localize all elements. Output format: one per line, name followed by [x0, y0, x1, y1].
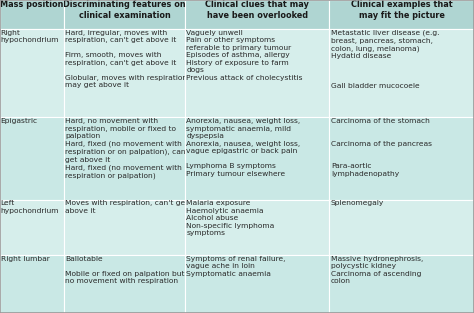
- Text: Ballotable

Mobile or fixed on palpation but
no movement with respiration: Ballotable Mobile or fixed on palpation …: [65, 255, 185, 284]
- Text: Moves with respiration, can't get
above it: Moves with respiration, can't get above …: [65, 201, 188, 214]
- Text: Left
hypochondrium: Left hypochondrium: [0, 201, 59, 214]
- Text: Right lumbar: Right lumbar: [0, 255, 49, 262]
- Text: Mass position: Mass position: [0, 0, 64, 9]
- Text: Splenomegaly: Splenomegaly: [331, 201, 384, 207]
- Text: Discriminating features on
clinical examination: Discriminating features on clinical exam…: [63, 0, 186, 20]
- Text: Clinical examples that
may fit the picture: Clinical examples that may fit the pictu…: [351, 0, 453, 20]
- Text: Metastatic liver disease (e.g.
breast, pancreas, stomach,
colon, lung, melanoma): Metastatic liver disease (e.g. breast, p…: [331, 30, 439, 89]
- Text: Anorexia, nausea, weight loss,
symptomatic anaemia, mild
dyspepsia
Anorexia, nau: Anorexia, nausea, weight loss, symptomat…: [186, 118, 301, 177]
- Text: Malaria exposure
Haemolytic anaemia
Alcohol abuse
Non-specific lymphoma
symptoms: Malaria exposure Haemolytic anaemia Alco…: [186, 201, 274, 237]
- Text: Carcinoma of the stomach


Carcinoma of the pancreas


Para-aortic
lymphadenopat: Carcinoma of the stomach Carcinoma of th…: [331, 118, 432, 177]
- Text: Massive hydronephrosis,
polycystic kidney
Carcinoma of ascending
colon: Massive hydronephrosis, polycystic kidne…: [331, 255, 423, 284]
- Text: Right
hypochondrium: Right hypochondrium: [0, 30, 59, 43]
- Text: Hard, irregular, moves with
respiration, can't get above it

Firm, smooth, moves: Hard, irregular, moves with respiration,…: [65, 30, 190, 88]
- Text: Clinical clues that may
have been overlooked: Clinical clues that may have been overlo…: [205, 0, 309, 20]
- Text: Hard, no movement with
respiration, mobile or fixed to
palpation
Hard, fixed (no: Hard, no movement with respiration, mobi…: [65, 118, 191, 179]
- Text: Symptoms of renal failure,
vague ache in loin
Symptomatic anaemia: Symptoms of renal failure, vague ache in…: [186, 255, 286, 276]
- Text: Epigastric: Epigastric: [0, 118, 38, 124]
- Text: Vaguely unwell
Pain or other symptoms
referable to primary tumour
Episodes of as: Vaguely unwell Pain or other symptoms re…: [186, 30, 303, 81]
